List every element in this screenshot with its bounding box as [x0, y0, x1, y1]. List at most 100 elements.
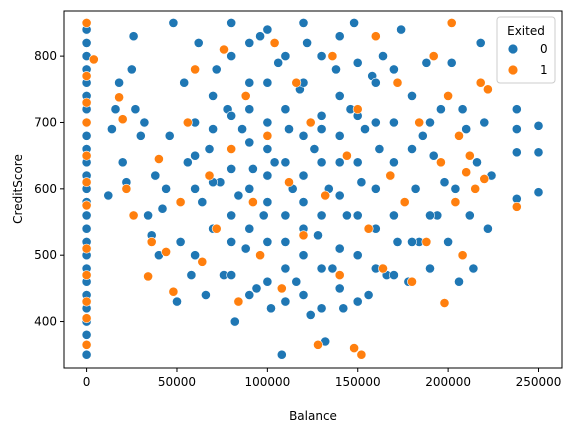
point-series-0-125	[457, 104, 468, 115]
point-series-0-77	[284, 124, 294, 135]
point-series-1-52	[385, 170, 396, 181]
point-series-1-66	[461, 167, 472, 178]
point-series-0-151	[226, 110, 237, 121]
legend-label-1: 1	[540, 63, 548, 77]
point-series-1-69	[475, 77, 486, 88]
point-series-0-31	[117, 157, 128, 168]
point-series-1-40	[305, 117, 316, 128]
point-series-0-44	[164, 130, 175, 141]
point-series-0-206	[425, 210, 435, 221]
point-series-0-197	[370, 183, 381, 194]
point-series-1-26	[204, 170, 215, 181]
point-series-1-43	[327, 51, 338, 61]
point-series-1-0	[81, 339, 92, 350]
point-series-1-45	[341, 150, 352, 161]
point-series-1-22	[175, 197, 186, 207]
point-series-0-143	[190, 150, 200, 161]
point-series-1-32	[247, 197, 258, 207]
point-series-0-52	[193, 38, 204, 48]
point-series-0-145	[208, 124, 218, 135]
point-series-0-126	[461, 124, 472, 135]
point-series-0-172	[298, 290, 309, 300]
point-series-0-17	[81, 130, 92, 141]
point-series-1-20	[161, 246, 171, 257]
point-series-0-135	[511, 124, 522, 135]
x-tick-label-1: 50000	[158, 375, 196, 389]
point-series-0-114	[417, 130, 428, 141]
point-series-1-68	[470, 183, 481, 194]
point-series-1-44	[334, 270, 345, 280]
point-series-1-12	[88, 54, 99, 65]
point-series-0-127	[464, 210, 475, 221]
legend-marker-1	[507, 64, 519, 76]
point-series-1-60	[439, 298, 450, 308]
point-series-0-134	[511, 104, 522, 115]
point-series-1-10	[81, 71, 92, 81]
point-series-1-36	[276, 283, 287, 294]
point-series-0-63	[233, 190, 244, 201]
point-series-0-124	[454, 276, 464, 287]
point-series-0-136	[511, 147, 522, 158]
point-series-0-161	[262, 197, 273, 207]
point-series-0-36	[135, 130, 146, 141]
point-series-1-41	[313, 339, 323, 350]
point-series-0-184	[316, 51, 327, 61]
point-series-1-51	[378, 263, 388, 274]
point-series-0-93	[341, 210, 352, 221]
y-axis-label: CreditScore	[11, 154, 25, 224]
point-series-1-46	[349, 343, 359, 353]
point-series-0-187	[334, 190, 345, 201]
point-series-0-47	[175, 236, 186, 247]
point-series-0-73	[269, 157, 280, 168]
point-series-1-29	[226, 144, 237, 154]
point-series-0-146	[208, 91, 218, 101]
y-tick-label-4: 800	[34, 49, 57, 63]
point-series-0-61	[226, 17, 237, 28]
point-series-0-193	[352, 157, 363, 168]
point-series-0-191	[352, 296, 363, 307]
point-series-0-183	[316, 124, 327, 135]
point-series-0-176	[298, 130, 309, 141]
point-series-0-71	[262, 117, 273, 128]
point-series-0-132	[482, 223, 493, 234]
point-series-1-16	[128, 210, 139, 221]
point-series-0-185	[334, 283, 345, 294]
y-tick-label-3: 700	[34, 115, 57, 129]
point-series-0-10	[81, 223, 92, 234]
point-series-0-27	[103, 190, 114, 201]
point-series-0-95	[349, 17, 359, 28]
point-series-0-173	[298, 250, 309, 261]
x-tick-label-4: 200000	[425, 375, 471, 389]
point-series-1-57	[421, 236, 432, 247]
point-series-1-37	[284, 177, 294, 188]
point-series-0-107	[392, 236, 403, 247]
point-series-0-69	[255, 31, 265, 42]
point-series-1-4	[81, 243, 92, 254]
point-series-0-186	[334, 243, 345, 254]
point-series-1-42	[320, 190, 331, 201]
point-series-1-33	[255, 250, 265, 261]
point-series-1-38	[291, 77, 302, 88]
point-series-0-148	[226, 236, 237, 247]
point-series-0-65	[240, 243, 251, 254]
point-series-0-147	[226, 270, 237, 280]
point-series-0-131	[479, 117, 490, 128]
point-series-1-3	[81, 270, 92, 280]
point-series-1-58	[428, 51, 439, 61]
point-series-1-17	[143, 271, 153, 282]
point-series-1-54	[399, 197, 410, 207]
point-series-0-62	[229, 316, 240, 327]
point-series-1-14	[117, 114, 128, 125]
point-series-0-81	[298, 197, 309, 207]
point-series-0-0	[81, 349, 92, 360]
point-series-1-15	[121, 183, 132, 194]
point-series-0-42	[157, 203, 168, 214]
x-tick-label-2: 100000	[244, 375, 290, 389]
point-series-0-50	[186, 270, 197, 280]
point-series-1-23	[182, 117, 193, 128]
point-series-1-8	[81, 117, 92, 128]
point-series-0-188	[334, 130, 345, 141]
point-series-0-202	[388, 157, 399, 168]
point-series-0-205	[407, 144, 417, 154]
